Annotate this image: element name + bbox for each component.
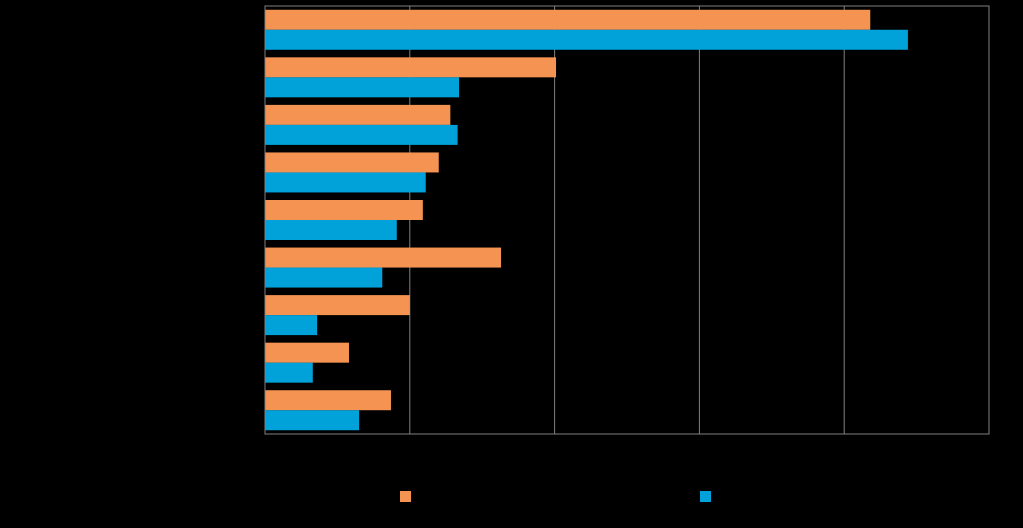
bars <box>265 9 908 431</box>
bar-series-1-category-4 <box>265 152 439 173</box>
bar-series-2-category-6 <box>265 267 383 288</box>
bar-series-2-category-9 <box>265 410 360 431</box>
bar-series-1-category-2 <box>265 57 557 78</box>
legend-swatch-series-1 <box>400 491 411 502</box>
bar-series-1-category-3 <box>265 104 451 125</box>
bar-series-2-category-2 <box>265 77 460 98</box>
plot-frame <box>264 5 990 435</box>
bar-series-1-category-5 <box>265 200 423 220</box>
bar-series-1-category-7 <box>265 295 410 316</box>
bar-series-2-category-8 <box>265 362 313 383</box>
bar-series-2-category-5 <box>265 220 397 240</box>
bar-series-1-category-9 <box>265 390 391 411</box>
legend <box>400 491 711 502</box>
bar-series-1-category-6 <box>265 247 502 268</box>
bar-series-2-category-1 <box>265 29 908 50</box>
axes <box>264 5 990 435</box>
bar-series-1-category-1 <box>265 9 871 30</box>
legend-swatch-series-2 <box>700 491 711 502</box>
bar-series-2-category-7 <box>265 315 318 336</box>
bar-series-2-category-4 <box>265 172 426 193</box>
bar-series-1-category-8 <box>265 342 349 363</box>
bar-series-2-category-3 <box>265 124 458 145</box>
